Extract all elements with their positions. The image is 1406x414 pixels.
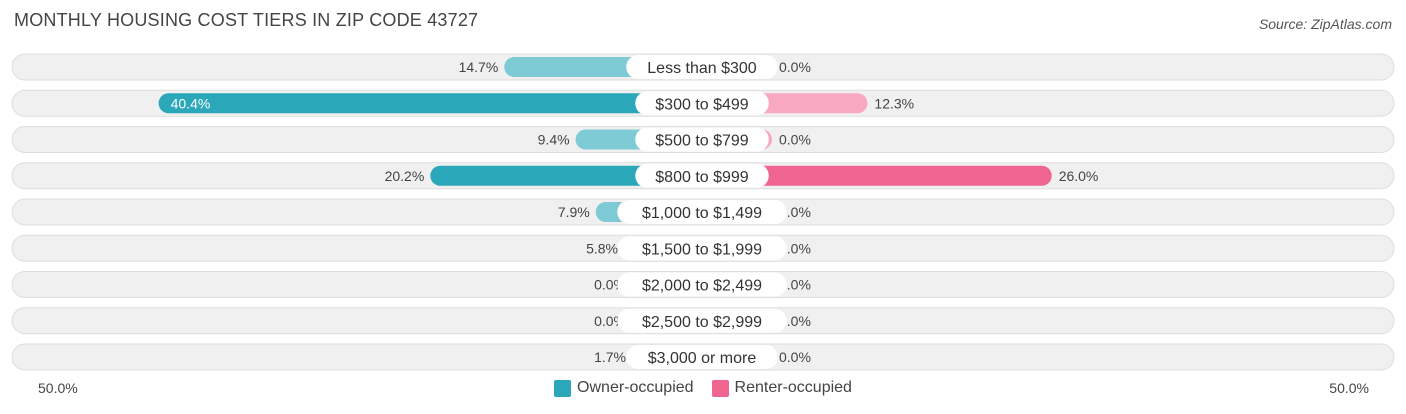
renter-value-label: 0.0% bbox=[779, 132, 811, 148]
source-label: Source: ZipAtlas.com bbox=[1258, 16, 1392, 32]
category-pill bbox=[626, 55, 778, 79]
category-pill bbox=[635, 163, 769, 188]
legend-label-owner: Owner-occupied bbox=[577, 379, 694, 396]
renter-value-label: 26.0% bbox=[1059, 168, 1099, 184]
category-label: $2,500 to $2,999 bbox=[642, 314, 762, 331]
category-label: $1,500 to $1,999 bbox=[642, 241, 762, 258]
axis-right-label: 50.0% bbox=[1329, 380, 1369, 396]
chart-title: MONTHLY HOUSING COST TIERS IN ZIP CODE 4… bbox=[14, 10, 479, 30]
category-label: Less than $300 bbox=[647, 60, 757, 77]
category-label: $1,000 to $1,499 bbox=[642, 205, 762, 222]
category-label: $2,000 to $2,499 bbox=[642, 278, 762, 295]
category-pill bbox=[617, 200, 787, 224]
category-pill bbox=[635, 91, 769, 116]
category-pill bbox=[626, 345, 778, 369]
owner-value-label: 20.2% bbox=[385, 168, 425, 184]
owner-value-label: 40.4% bbox=[171, 95, 211, 111]
diverging-bar-chart: 14.7% 0.0% Less than $300 40.4% 12.3% $300 to… bbox=[11, 53, 1395, 371]
renter-value-label: 12.3% bbox=[874, 95, 914, 111]
legend-item-renter: Renter-occupied bbox=[711, 379, 852, 397]
category-pill bbox=[617, 308, 787, 333]
owner-value-label: 9.4% bbox=[538, 132, 570, 148]
axis-left-label: 50.0% bbox=[38, 380, 78, 396]
legend-swatch-renter bbox=[711, 379, 729, 397]
category-label: $300 to $499 bbox=[655, 96, 749, 113]
owner-bar bbox=[158, 93, 702, 114]
renter-bar bbox=[702, 165, 1052, 186]
legend-item-owner: Owner-occupied bbox=[554, 379, 694, 397]
category-pill bbox=[635, 127, 769, 152]
owner-value-label: 5.8% bbox=[586, 240, 618, 256]
renter-value-label: 0.0% bbox=[779, 59, 811, 75]
legend-label-renter: Renter-occupied bbox=[734, 379, 852, 396]
owner-value-label: 14.7% bbox=[459, 59, 499, 75]
renter-value-label: 0.0% bbox=[779, 277, 811, 293]
renter-value-label: 0.0% bbox=[779, 240, 811, 256]
renter-value-label: 0.0% bbox=[779, 204, 811, 220]
renter-value-label: 0.0% bbox=[779, 349, 811, 365]
category-pill bbox=[617, 236, 787, 261]
legend-swatch-owner bbox=[554, 379, 572, 397]
category-pill bbox=[617, 272, 787, 297]
owner-value-label: 1.7% bbox=[594, 349, 626, 365]
owner-bar bbox=[430, 165, 702, 186]
owner-value-label: 7.9% bbox=[558, 204, 590, 220]
renter-value-label: 0.0% bbox=[779, 313, 811, 329]
category-label: $800 to $999 bbox=[655, 169, 749, 186]
category-label: $3,000 or more bbox=[648, 350, 757, 367]
legend: Owner-occupied Renter-occupied bbox=[0, 379, 1406, 397]
category-label: $500 to $799 bbox=[655, 133, 749, 150]
